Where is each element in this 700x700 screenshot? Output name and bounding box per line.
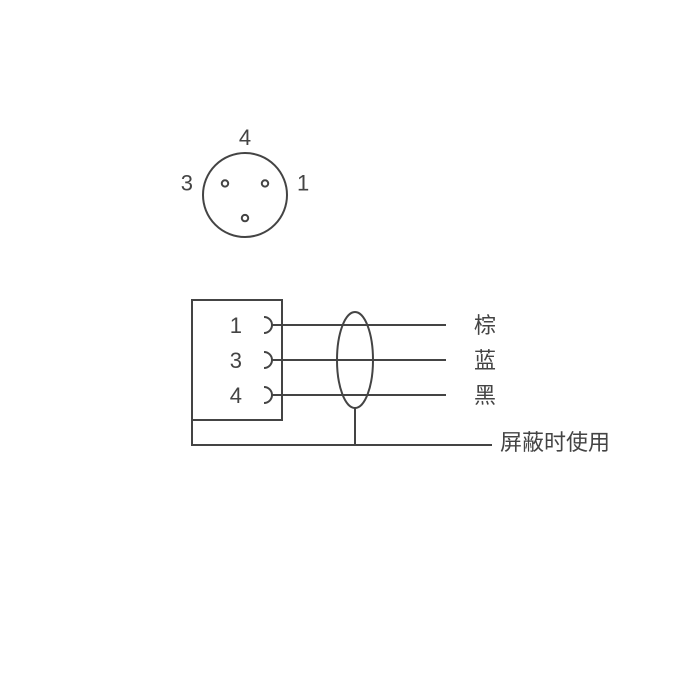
terminal-arc xyxy=(264,352,272,368)
shield-drain-wire xyxy=(192,408,355,445)
terminal-pin-label: 4 xyxy=(230,383,242,408)
wire-label-blue: 蓝 xyxy=(474,348,496,373)
terminal-block: 1 3 4 xyxy=(192,300,282,420)
wire-label-brown: 棕 xyxy=(474,313,496,338)
terminal-arc xyxy=(264,387,272,403)
connector-pin-dot xyxy=(222,180,228,186)
wire-label-black: 黑 xyxy=(474,383,496,408)
connector-pin-dot xyxy=(262,180,268,186)
connector-pin-dot xyxy=(242,215,248,221)
connector-pin-label: 1 xyxy=(297,170,309,195)
shield-label: 屏蔽时使用 xyxy=(500,430,610,455)
connector-pin-label: 4 xyxy=(239,125,251,150)
connector-pin-label: 3 xyxy=(181,170,193,195)
connector-face: 1 3 4 xyxy=(181,125,310,237)
terminal-pin-label: 1 xyxy=(230,313,242,338)
svg-text:屏蔽时使用: 屏蔽时使用 xyxy=(500,430,610,455)
terminal-arc xyxy=(264,317,272,333)
terminal-pin-label: 3 xyxy=(230,348,242,373)
svg-text:黑: 黑 xyxy=(474,383,496,408)
svg-text:棕: 棕 xyxy=(474,313,496,338)
svg-text:蓝: 蓝 xyxy=(474,348,496,373)
